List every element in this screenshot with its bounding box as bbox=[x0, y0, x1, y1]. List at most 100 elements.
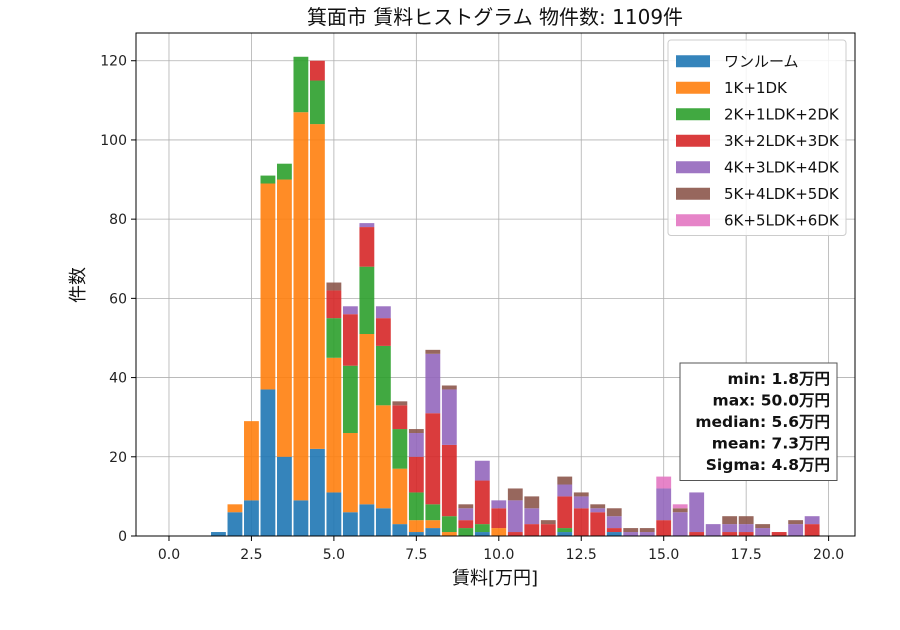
bar-segment bbox=[639, 528, 655, 533]
bar-segment bbox=[392, 429, 408, 469]
bar-segment bbox=[342, 306, 358, 315]
bar-segment bbox=[359, 223, 375, 228]
legend-label: 5K+4LDK+5DK bbox=[724, 185, 840, 203]
x-tick-label: 15.0 bbox=[648, 547, 679, 563]
y-axis-label: 件数 bbox=[68, 267, 89, 303]
bar-segment bbox=[441, 516, 457, 533]
bar-segment bbox=[573, 496, 589, 509]
plot-area: 0.0 2.5 5.0 7.5 10.0 12.5 15.0 17.5 20.0 0 20 40 60 8… bbox=[100, 32, 856, 563]
bar-segment bbox=[260, 183, 276, 390]
bar-segment bbox=[359, 334, 375, 505]
bar-segment bbox=[672, 504, 688, 509]
bar-segment bbox=[392, 524, 408, 536]
bar-segment bbox=[293, 500, 309, 536]
bar-segment bbox=[689, 532, 705, 536]
bar-segment bbox=[458, 528, 474, 536]
bar-segment bbox=[474, 480, 490, 525]
bar-segment bbox=[342, 433, 358, 513]
bar-segment bbox=[260, 175, 276, 184]
bar-segment bbox=[491, 508, 507, 529]
legend-swatch bbox=[676, 81, 710, 94]
y-tick-label: 0 bbox=[118, 529, 127, 545]
bar-segment bbox=[408, 429, 424, 434]
bar-segment bbox=[309, 60, 325, 81]
legend-label: 3K+2LDK+3DK bbox=[724, 132, 840, 150]
bar-segment bbox=[507, 532, 523, 536]
bar-segment bbox=[606, 528, 622, 533]
stats-line: mean: 7.3万円 bbox=[712, 435, 830, 453]
bar-segment bbox=[392, 405, 408, 430]
bar-segment bbox=[623, 528, 639, 533]
bar-segment bbox=[326, 492, 342, 536]
bar-segment bbox=[408, 456, 424, 493]
bar-segment bbox=[359, 266, 375, 335]
bar-segment bbox=[722, 532, 738, 536]
legend-swatch bbox=[676, 214, 710, 227]
bar-segment bbox=[375, 345, 391, 406]
bar-segment bbox=[738, 532, 754, 536]
legend-box bbox=[667, 39, 847, 236]
bar-segment bbox=[590, 508, 606, 513]
bar-segment bbox=[326, 357, 342, 493]
bar-segment bbox=[227, 512, 243, 536]
bar-segment bbox=[326, 290, 342, 319]
legend-swatch bbox=[676, 134, 710, 147]
bar-segment bbox=[738, 524, 754, 533]
bar-segment bbox=[260, 389, 276, 536]
bar-segment bbox=[623, 532, 639, 536]
bar-segment bbox=[689, 492, 705, 533]
bar-segment bbox=[359, 504, 375, 536]
bar-segment bbox=[359, 227, 375, 267]
bar-segment bbox=[458, 520, 474, 529]
stats-box: min: 1.8万円 max: 50.0万円 median: 5.6万円 mean: … bbox=[679, 362, 838, 481]
bar-segment bbox=[573, 508, 589, 536]
bar-segment bbox=[227, 504, 243, 513]
bar-segment bbox=[392, 401, 408, 406]
bar-segment bbox=[606, 508, 622, 517]
bar-segment bbox=[375, 306, 391, 319]
stats-frame bbox=[679, 362, 838, 481]
bar-segment bbox=[524, 508, 540, 525]
legend-label: 1K+1DK bbox=[724, 79, 788, 97]
bar-segment bbox=[425, 504, 441, 521]
bar-segment bbox=[474, 524, 490, 533]
bar-segment bbox=[293, 112, 309, 501]
bar-segment bbox=[441, 389, 457, 445]
bar-segment bbox=[408, 492, 424, 521]
bar-segment bbox=[722, 524, 738, 533]
bar-segment bbox=[738, 516, 754, 525]
bar-segment bbox=[293, 56, 309, 113]
bar-segment bbox=[557, 476, 573, 485]
legend-swatch bbox=[676, 55, 710, 68]
bar-segment bbox=[540, 520, 556, 525]
bar-segment bbox=[557, 496, 573, 529]
legend-label: 6K+5LDK+6DK bbox=[724, 211, 840, 229]
bar-segment bbox=[606, 532, 622, 536]
bar-segment bbox=[425, 353, 441, 414]
legend: ワンルーム 1K+1DK 2K+1LDK+2DK 3K+2LDK+3DK 4K+3LDK… bbox=[667, 39, 847, 236]
bar-segment bbox=[557, 484, 573, 497]
bar-segment bbox=[507, 488, 523, 501]
bar-segment bbox=[474, 460, 490, 481]
legend-swatch bbox=[676, 187, 710, 200]
x-tick-label: 0.0 bbox=[158, 547, 180, 563]
bar-segment bbox=[458, 504, 474, 509]
bar-segment bbox=[342, 365, 358, 434]
stats-line: min: 1.8万円 bbox=[727, 370, 830, 388]
bar-segment bbox=[573, 492, 589, 497]
bar-segment bbox=[540, 524, 556, 536]
legend-swatch bbox=[676, 108, 710, 121]
bar-segment bbox=[276, 179, 292, 457]
bar-segment bbox=[672, 512, 688, 536]
bar-segment bbox=[491, 500, 507, 509]
bar-segment bbox=[408, 520, 424, 533]
stats-line: median: 5.6万円 bbox=[695, 413, 830, 431]
bar-segment bbox=[639, 532, 655, 536]
bar-segment bbox=[672, 508, 688, 513]
bar-segment bbox=[375, 508, 391, 536]
bar-segment bbox=[326, 282, 342, 291]
bar-segment bbox=[557, 532, 573, 536]
bar-segment bbox=[557, 528, 573, 533]
bar-segment bbox=[342, 512, 358, 536]
bar-segment bbox=[342, 314, 358, 366]
